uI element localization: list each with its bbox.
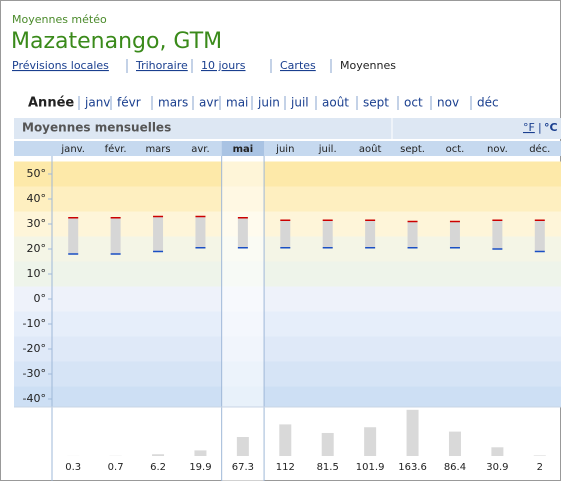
precip-label: 0.7 bbox=[108, 462, 124, 473]
nav-link: Moyennes bbox=[340, 59, 396, 72]
month-nav-link[interactable]: mars bbox=[158, 96, 188, 110]
temp-range bbox=[322, 220, 333, 248]
precip-bar bbox=[194, 450, 207, 456]
precip-bar bbox=[364, 427, 377, 456]
month-nav-link[interactable]: août bbox=[322, 96, 349, 110]
panel-header bbox=[14, 118, 561, 139]
nav-link[interactable]: Trihoraire bbox=[135, 59, 188, 72]
subtitle: Moyennes météo bbox=[12, 13, 107, 26]
temp-range bbox=[195, 216, 206, 248]
precip-label: 112 bbox=[276, 462, 295, 473]
temp-range bbox=[280, 220, 291, 248]
month-nav-link[interactable]: oct bbox=[404, 96, 423, 110]
temp-band bbox=[14, 161, 561, 187]
y-tick-label: -40° bbox=[23, 392, 46, 405]
selected-header bbox=[221, 141, 265, 156]
precip-bar bbox=[448, 431, 461, 456]
month-label: mars bbox=[145, 144, 170, 155]
precip-label: 19.9 bbox=[189, 462, 211, 473]
precip-label: 30.9 bbox=[486, 462, 508, 473]
month-nav-link[interactable]: avr bbox=[199, 96, 218, 110]
month-label: avr. bbox=[191, 144, 209, 155]
precip-label: 2 bbox=[537, 462, 543, 473]
month-label: juil. bbox=[318, 144, 337, 155]
precip-label: 81.5 bbox=[317, 462, 339, 473]
y-tick-label: -20° bbox=[23, 342, 46, 355]
temp-band bbox=[14, 361, 561, 387]
month-label: oct. bbox=[446, 144, 465, 155]
temp-range bbox=[407, 221, 418, 248]
temp-band bbox=[14, 261, 561, 287]
temp-band bbox=[14, 311, 561, 337]
month-label: janv. bbox=[60, 144, 85, 155]
precip-bar bbox=[533, 455, 546, 456]
nav-link[interactable]: Cartes bbox=[280, 59, 316, 72]
nav-link[interactable]: 10 jours bbox=[201, 59, 246, 72]
unit-sep: | bbox=[538, 121, 542, 134]
y-tick-label: 0° bbox=[34, 292, 47, 305]
temp-range bbox=[365, 220, 376, 248]
precip-label: 0.3 bbox=[65, 462, 81, 473]
temp-range bbox=[237, 217, 248, 248]
month-nav-link[interactable]: déc bbox=[477, 96, 499, 110]
precip-bar bbox=[152, 454, 165, 456]
temp-range bbox=[534, 220, 545, 252]
precip-label: 86.4 bbox=[444, 462, 466, 473]
month-label: déc. bbox=[529, 143, 550, 155]
temp-range bbox=[110, 217, 121, 254]
month-label: févr. bbox=[105, 143, 127, 155]
precip-bar bbox=[321, 432, 334, 456]
unit-f[interactable]: °F bbox=[523, 121, 535, 134]
panel-title: Moyennes mensuelles bbox=[22, 121, 171, 135]
y-tick-label: -30° bbox=[23, 367, 46, 380]
temp-band bbox=[14, 286, 561, 312]
y-tick-label: 10° bbox=[27, 267, 47, 280]
precip-bar bbox=[406, 409, 419, 456]
y-tick-label: 20° bbox=[27, 242, 47, 255]
month-label: sept. bbox=[400, 144, 425, 155]
precip-label: 67.3 bbox=[232, 462, 254, 473]
month-nav-link[interactable]: mai bbox=[226, 96, 248, 110]
temp-range bbox=[492, 220, 503, 249]
month-nav-link[interactable]: sept bbox=[363, 96, 389, 110]
month-nav-link[interactable]: juil bbox=[290, 96, 309, 110]
y-tick-label: 50° bbox=[27, 167, 47, 180]
month-nav-current: Année bbox=[28, 96, 74, 111]
temp-range bbox=[449, 221, 460, 248]
month-label: juin bbox=[275, 144, 294, 155]
precip-label: 6.2 bbox=[150, 462, 166, 473]
selected-column bbox=[221, 141, 265, 481]
unit-c[interactable]: °C bbox=[544, 121, 558, 134]
title: Mazatenango, GTM bbox=[11, 29, 222, 54]
month-label: août bbox=[359, 143, 382, 155]
y-tick-label: 30° bbox=[27, 217, 47, 230]
month-header bbox=[14, 141, 561, 156]
month-label: mai bbox=[233, 144, 254, 155]
month-nav-link[interactable]: janv bbox=[84, 96, 110, 110]
nav-link[interactable]: Prévisions locales bbox=[12, 59, 109, 72]
temp-range bbox=[68, 217, 79, 254]
precip-label: 163.6 bbox=[398, 462, 427, 473]
month-nav-link[interactable]: févr bbox=[117, 96, 141, 110]
temp-range bbox=[153, 216, 164, 252]
precip-bar bbox=[236, 436, 249, 456]
temp-band bbox=[14, 336, 561, 362]
y-tick-label: -10° bbox=[23, 317, 46, 330]
month-nav-link[interactable]: nov bbox=[437, 96, 459, 110]
month-nav-link[interactable]: juin bbox=[257, 96, 280, 110]
y-tick-label: 40° bbox=[27, 192, 47, 205]
temp-band bbox=[14, 186, 561, 212]
temp-band bbox=[14, 386, 561, 407]
month-label: nov. bbox=[487, 144, 508, 155]
precip-label: 101.9 bbox=[356, 462, 385, 473]
precip-bar bbox=[279, 424, 292, 456]
precip-bar bbox=[491, 447, 504, 456]
